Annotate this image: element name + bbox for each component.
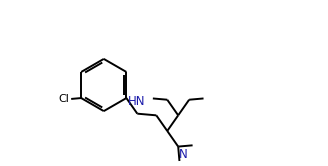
Text: HN: HN (128, 95, 145, 108)
Text: Cl: Cl (59, 94, 70, 104)
Text: N: N (179, 148, 188, 161)
